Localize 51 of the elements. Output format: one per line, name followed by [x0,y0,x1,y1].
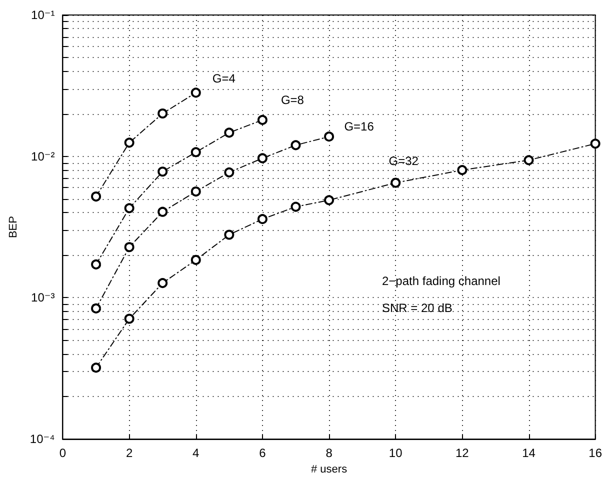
point [224,230,234,240]
point [158,278,168,288]
point [190,147,201,158]
y-axis-title: BEP [8,216,20,238]
series-label: G=4 [212,72,236,86]
x-tick-label: 14 [522,446,536,460]
point [390,178,401,188]
point [91,259,102,270]
point [524,155,534,166]
point [158,206,168,217]
point [91,192,102,202]
point [224,128,234,138]
point [290,202,301,212]
x-tick-label: 2 [126,446,133,460]
point [290,140,301,150]
x-tick-label: 10 [388,446,403,460]
point [257,214,268,224]
point [190,186,201,197]
series-label: G=8 [280,92,304,107]
series-label: G=32 [388,154,419,168]
y-tick-label: 10⁻² [31,149,55,164]
point [124,203,134,214]
x-tick-label: 6 [259,446,266,460]
point [124,138,134,148]
annotation: 2−path fading channel [382,274,500,288]
y-tick-label: 10⁻¹ [31,8,55,22]
point [224,167,234,178]
point [457,165,468,176]
x-tick-label: 8 [326,446,333,460]
y-tick-label: 10⁻⁴ [30,432,55,446]
point [124,242,134,252]
point [190,254,201,265]
y-tick-label: 10⁻³ [31,290,55,305]
annotation: SNR = 20 dB [382,301,452,315]
x-tick-label: 16 [588,446,602,460]
point [324,132,334,142]
point [324,195,334,206]
point [590,138,600,149]
point [190,88,201,98]
x-tick-label: 0 [59,446,66,460]
point [158,108,168,119]
point [91,303,102,314]
series-label: G=16 [344,120,374,134]
x-axis-title: # users [310,464,348,476]
point [257,114,268,125]
x-tick-label: 12 [456,446,470,460]
point [158,166,168,177]
point [91,362,102,373]
point [257,153,268,164]
x-tick-label: 4 [192,446,200,460]
point [124,314,134,324]
